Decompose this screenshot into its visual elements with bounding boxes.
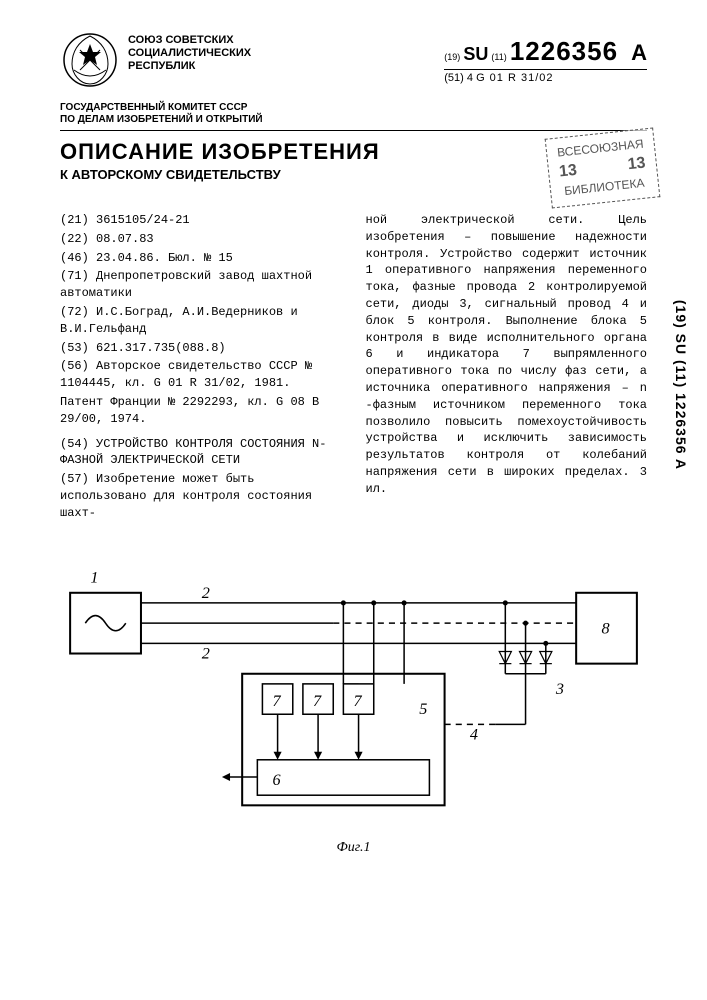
committee-name: ГОСУДАРСТВЕННЫЙ КОМИТЕТ СССР ПО ДЕЛАМ ИЗ…: [60, 102, 647, 126]
callout-2b: 2: [202, 644, 210, 662]
title-block: ОПИСАНИЕ ИЗОБРЕТЕНИЯ К АВТОРСКОМУ СВИДЕТ…: [60, 139, 647, 182]
right-column: ной электрической сети. Цель изобретения…: [366, 212, 648, 524]
inid-72: (72) И.С.Боград, А.И.Ведерников и В.И.Ге…: [60, 304, 342, 338]
figure-1: 1 2 2 3 4 5 6 7 7 7 8: [60, 554, 647, 834]
library-stamp: ВСЕСОЮЗНАЯ 13 13 БИБЛИОТЕКА: [545, 128, 660, 209]
biblio-columns: (21) 3615105/24-21 (22) 08.07.83 (46) 23…: [60, 212, 647, 524]
inid-56: (56) Авторское свидетельство СССР № 1104…: [60, 358, 342, 392]
state-emblem-icon: [60, 30, 120, 90]
inid-21: (21) 3615105/24-21: [60, 212, 342, 229]
callout-5: 5: [419, 700, 427, 718]
figure-caption: Фиг.1: [60, 840, 647, 856]
inid-57-part1: (57) Изобретение может быть использовано…: [60, 471, 342, 521]
inid-56b: Патент Франции № 2292293, кл. G 08 B 29/…: [60, 394, 342, 428]
callout-7c: 7: [354, 692, 363, 710]
inid-57-part2: ной электрической сети. Цель изобретения…: [366, 212, 648, 498]
doc-number-label: (11): [491, 52, 506, 62]
inid-22: (22) 08.07.83: [60, 231, 342, 248]
publication-codes: (19) SU (11) 1226356 A (51) 4 G 01 R 31/…: [444, 30, 647, 84]
callout-4: 4: [470, 725, 478, 743]
callout-7a: 7: [273, 692, 282, 710]
inid-53: (53) 621.317.735(088.8): [60, 340, 342, 357]
doc-kind: A: [631, 40, 647, 65]
divider: [60, 130, 647, 131]
header-row: СОЮЗ СОВЕТСКИХ СОЦИАЛИСТИЧЕСКИХ РЕСПУБЛИ…: [60, 30, 647, 90]
inid-54: (54) УСТРОЙСТВО КОНТРОЛЯ СОСТОЯНИЯ n-ФАЗ…: [60, 436, 342, 470]
inid-46: (46) 23.04.86. Бюл. № 15: [60, 250, 342, 267]
issuing-org: СОЮЗ СОВЕТСКИХ СОЦИАЛИСТИЧЕСКИХ РЕСПУБЛИ…: [128, 30, 251, 74]
stamp-num: 13: [627, 152, 647, 176]
callout-3: 3: [555, 680, 564, 698]
callout-7b: 7: [313, 692, 322, 710]
inid-71: (71) Днепропетровский завод шахтной авто…: [60, 268, 342, 302]
classif-label: (51) 4: [444, 72, 473, 84]
classif-code: G 01 R 31/02: [476, 72, 553, 84]
callout-6: 6: [273, 771, 282, 789]
callout-1: 1: [90, 568, 98, 586]
stamp-num: 13: [558, 160, 578, 184]
side-publication-code: (19) SU (11) 1226356 A: [673, 300, 689, 470]
callout-8: 8: [601, 619, 609, 637]
left-column: (21) 3615105/24-21 (22) 08.07.83 (46) 23…: [60, 212, 342, 524]
patent-page: СОЮЗ СОВЕТСКИХ СОЦИАЛИСТИЧЕСКИХ РЕСПУБЛИ…: [0, 0, 707, 1000]
doc-number: 1226356: [510, 36, 618, 66]
country-code: SU: [463, 44, 488, 64]
country-code-label: (19): [444, 52, 460, 62]
callout-2: 2: [202, 583, 210, 601]
